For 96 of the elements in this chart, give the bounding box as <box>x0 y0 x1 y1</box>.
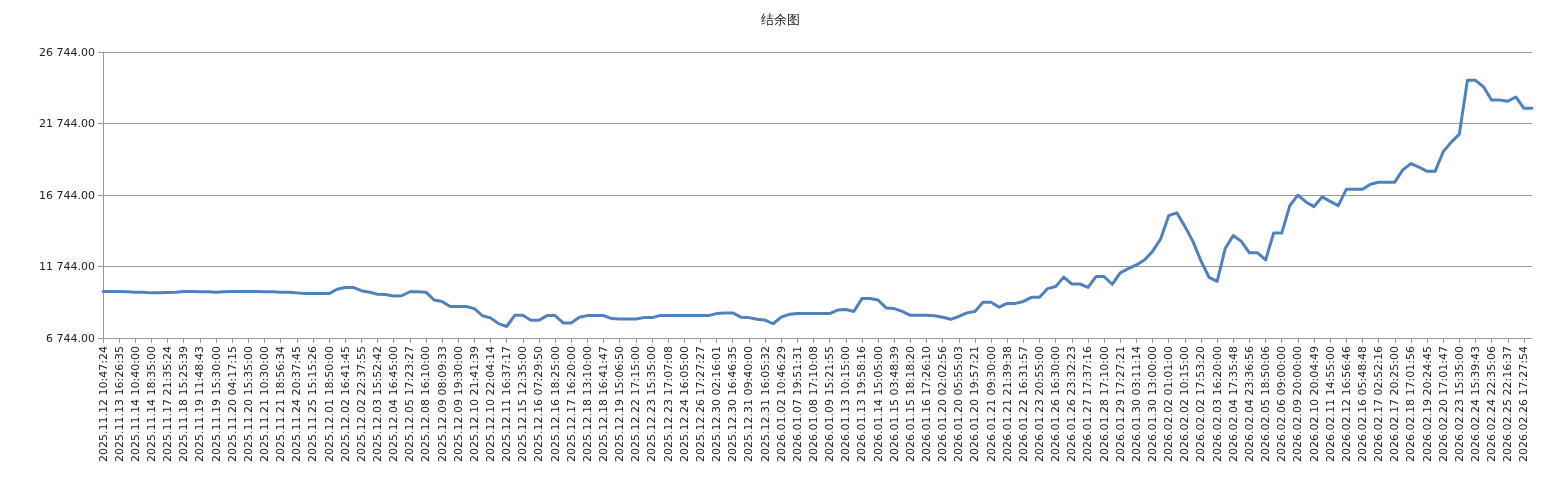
x-tick-label: 2025.12.16 18:25:00 <box>548 346 562 462</box>
x-tick-label: 2026.01.26 23:32:23 <box>1065 346 1079 462</box>
x-tick-label: 2025.12.17 16:20:00 <box>564 346 578 462</box>
y-tick-label: 16 744.00 <box>39 188 95 202</box>
x-tick-label: 2026.01.02 10:46:29 <box>774 346 788 462</box>
x-tick-label: 2025.12.11 16:37:17 <box>500 346 514 462</box>
x-tick-label: 2026.02.17 02:52:16 <box>1372 346 1386 462</box>
x-tick-label: 2026.02.20 17:01:47 <box>1436 346 1450 462</box>
x-tick-label: 2026.01.08 17:10:08 <box>806 346 820 462</box>
x-tick-label: 2025.12.23 17:07:08 <box>661 346 675 462</box>
y-tick-label: 26 744.00 <box>39 45 95 59</box>
x-tick-label: 2025.12.05 17:23:27 <box>403 346 417 462</box>
x-tick-label: 2026.01.16 17:26:10 <box>919 346 933 462</box>
x-tick-label: 2026.02.16 05:48:48 <box>1355 346 1369 462</box>
x-tick-label: 2025.11.24 20:37:45 <box>290 346 304 462</box>
x-tick-label: 2025.11.20 04:17:15 <box>225 346 239 462</box>
x-tick-label: 2025.12.19 15:06:50 <box>613 346 627 462</box>
x-tick-label: 2026.01.30 13:00:00 <box>1146 346 1160 462</box>
x-tick-label: 2026.02.26 17:27:54 <box>1517 346 1531 462</box>
x-tick-label: 2025.11.21 10:30:00 <box>257 346 271 462</box>
x-tick-label: 2026.02.17 20:25:00 <box>1388 346 1402 462</box>
x-tick-label: 2025.11.25 15:15:26 <box>306 346 320 462</box>
x-tick-label: 2026.02.04 23:36:56 <box>1242 346 1256 462</box>
x-tick-label: 2026.01.23 20:55:00 <box>1033 346 1047 462</box>
x-tick-label: 2025.12.31 16:05:32 <box>758 346 772 462</box>
x-tick-label: 2025.12.30 16:46:35 <box>726 346 740 462</box>
x-tick-label: 2026.02.03 16:20:00 <box>1210 346 1224 462</box>
x-tick-label: 2025.12.22 17:15:00 <box>629 346 643 462</box>
x-tick-label: 2025.12.04 16:45:00 <box>387 346 401 462</box>
x-tick-label: 2026.02.23 15:35:00 <box>1452 346 1466 462</box>
x-tick-label: 2025.12.23 15:35:00 <box>645 346 659 462</box>
x-tick-label: 2026.01.13 19:58:16 <box>855 346 869 462</box>
x-tick-label: 2026.01.20 19:57:21 <box>968 346 982 462</box>
x-tick-label: 2025.11.18 15:25:39 <box>177 346 191 462</box>
x-tick-label: 2026.01.28 17:10:00 <box>1097 346 1111 462</box>
x-tick-label: 2026.01.26 16:30:00 <box>1049 346 1063 462</box>
x-tick-label: 2026.02.06 09:00:00 <box>1275 346 1289 462</box>
x-tick-label: 2026.02.05 18:50:06 <box>1259 346 1273 462</box>
x-tick-label: 2025.11.20 15:35:00 <box>241 346 255 462</box>
chart-title: 结余图 <box>761 12 800 27</box>
x-tick-label: 2026.01.20 05:55:03 <box>952 346 966 462</box>
x-tick-label: 2025.11.19 15:30:00 <box>209 346 223 462</box>
x-tick-label: 2025.11.13 16:26:35 <box>112 346 126 462</box>
x-tick-label: 2025.12.09 19:30:00 <box>451 346 465 462</box>
x-tick-label: 2025.12.01 18:50:00 <box>322 346 336 462</box>
x-tick-label: 2026.02.04 17:35:48 <box>1226 346 1240 462</box>
x-tick-label: 2026.02.24 22:35:06 <box>1485 346 1499 462</box>
x-tick-label: 2025.11.14 10:40:00 <box>128 346 142 462</box>
x-tick-label: 2025.12.15 12:35:00 <box>516 346 530 462</box>
x-tick-label: 2025.12.03 15:52:42 <box>371 346 384 462</box>
x-tick-label: 2026.02.02 10:15:00 <box>1178 346 1192 462</box>
x-tick-label: 2025.12.08 16:10:00 <box>419 346 433 462</box>
x-tick-label: 2026.01.21 09:30:00 <box>984 346 998 462</box>
x-tick-label: 2025.11.17 21:35:24 <box>161 346 175 462</box>
x-tick-label: 2026.01.14 15:05:00 <box>871 346 885 462</box>
line-series <box>101 78 1534 328</box>
x-tick-label: 2026.01.13 10:15:00 <box>839 346 853 462</box>
x-tick-label: 2025.12.10 21:41:39 <box>467 346 481 462</box>
x-tick-label: 2025.12.10 22:04:14 <box>484 346 498 462</box>
x-tick-label: 2026.01.20 02:02:56 <box>936 346 950 462</box>
x-tick-label: 2026.02.11 14:55:00 <box>1323 346 1337 462</box>
x-tick-label: 2026.01.30 03:11:14 <box>1129 346 1143 462</box>
x-tick-label: 2026.02.25 22:16:37 <box>1501 346 1515 462</box>
x-tick-label: 2025.12.30 02:16:01 <box>710 346 724 462</box>
x-tick-label: 2026.01.29 17:27:21 <box>1113 346 1127 462</box>
x-tick-label: 2026.01.21 21:39:38 <box>1000 346 1014 462</box>
x-tick-label: 2025.12.02 22:37:55 <box>354 346 368 462</box>
x-tick-label: 2025.11.19 11:48:43 <box>193 346 207 462</box>
y-tick-label: 11 744.00 <box>39 260 95 273</box>
x-tick-label: 2025.12.16 07:29:50 <box>532 346 546 462</box>
x-tick-label: 2025.11.12 10:47:24 <box>96 346 110 462</box>
x-tick-label: 2026.02.12 16:56:46 <box>1339 346 1353 462</box>
x-tick-label: 2025.12.26 17:27:27 <box>693 346 707 462</box>
x-tick-label: 2025.12.24 16:05:00 <box>677 346 691 462</box>
x-tick-label: 2025.12.31 09:40:00 <box>742 346 756 462</box>
x-tick-label: 2026.02.09 20:00:00 <box>1291 346 1305 462</box>
x-tick-label: 2026.01.15 18:18:20 <box>903 346 917 462</box>
y-tick-label: 6 744.00 <box>46 331 95 345</box>
x-tick-label: 2025.12.18 16:41:47 <box>597 346 611 462</box>
x-tick-label: 2026.01.22 16:31:57 <box>1016 346 1030 462</box>
x-tick-label: 2025.11.14 18:35:00 <box>144 346 158 462</box>
x-tick-label: 2025.12.18 13:10:00 <box>580 346 594 462</box>
y-tick-label: 21 744.00 <box>39 117 95 130</box>
x-tick-label: 2026.02.02 17:53:20 <box>1194 346 1208 462</box>
x-tick-label: 2026.02.18 17:01:56 <box>1404 346 1418 462</box>
x-tick-label: 2026.02.02 01:01:00 <box>1162 346 1176 462</box>
x-tick-label: 2026.02.24 15:39:43 <box>1468 346 1482 462</box>
x-tick-label: 2026.02.10 20:04:49 <box>1307 346 1321 462</box>
x-tick-label: 2026.01.15 03:48:39 <box>887 346 901 462</box>
x-tick-label: 2026.01.07 19:51:31 <box>790 346 804 462</box>
x-tick-label: 2026.02.19 20:24:45 <box>1420 346 1434 462</box>
x-tick-label: 2025.12.09 08:09:33 <box>435 346 449 462</box>
x-tick-label: 2025.12.02 16:41:45 <box>338 346 352 462</box>
x-tick-label: 2026.01.09 15:21:55 <box>823 346 837 462</box>
x-tick-label: 2026.01.27 17:37:16 <box>1081 346 1095 462</box>
x-tick-label: 2025.11.21 18:56:34 <box>274 346 288 462</box>
